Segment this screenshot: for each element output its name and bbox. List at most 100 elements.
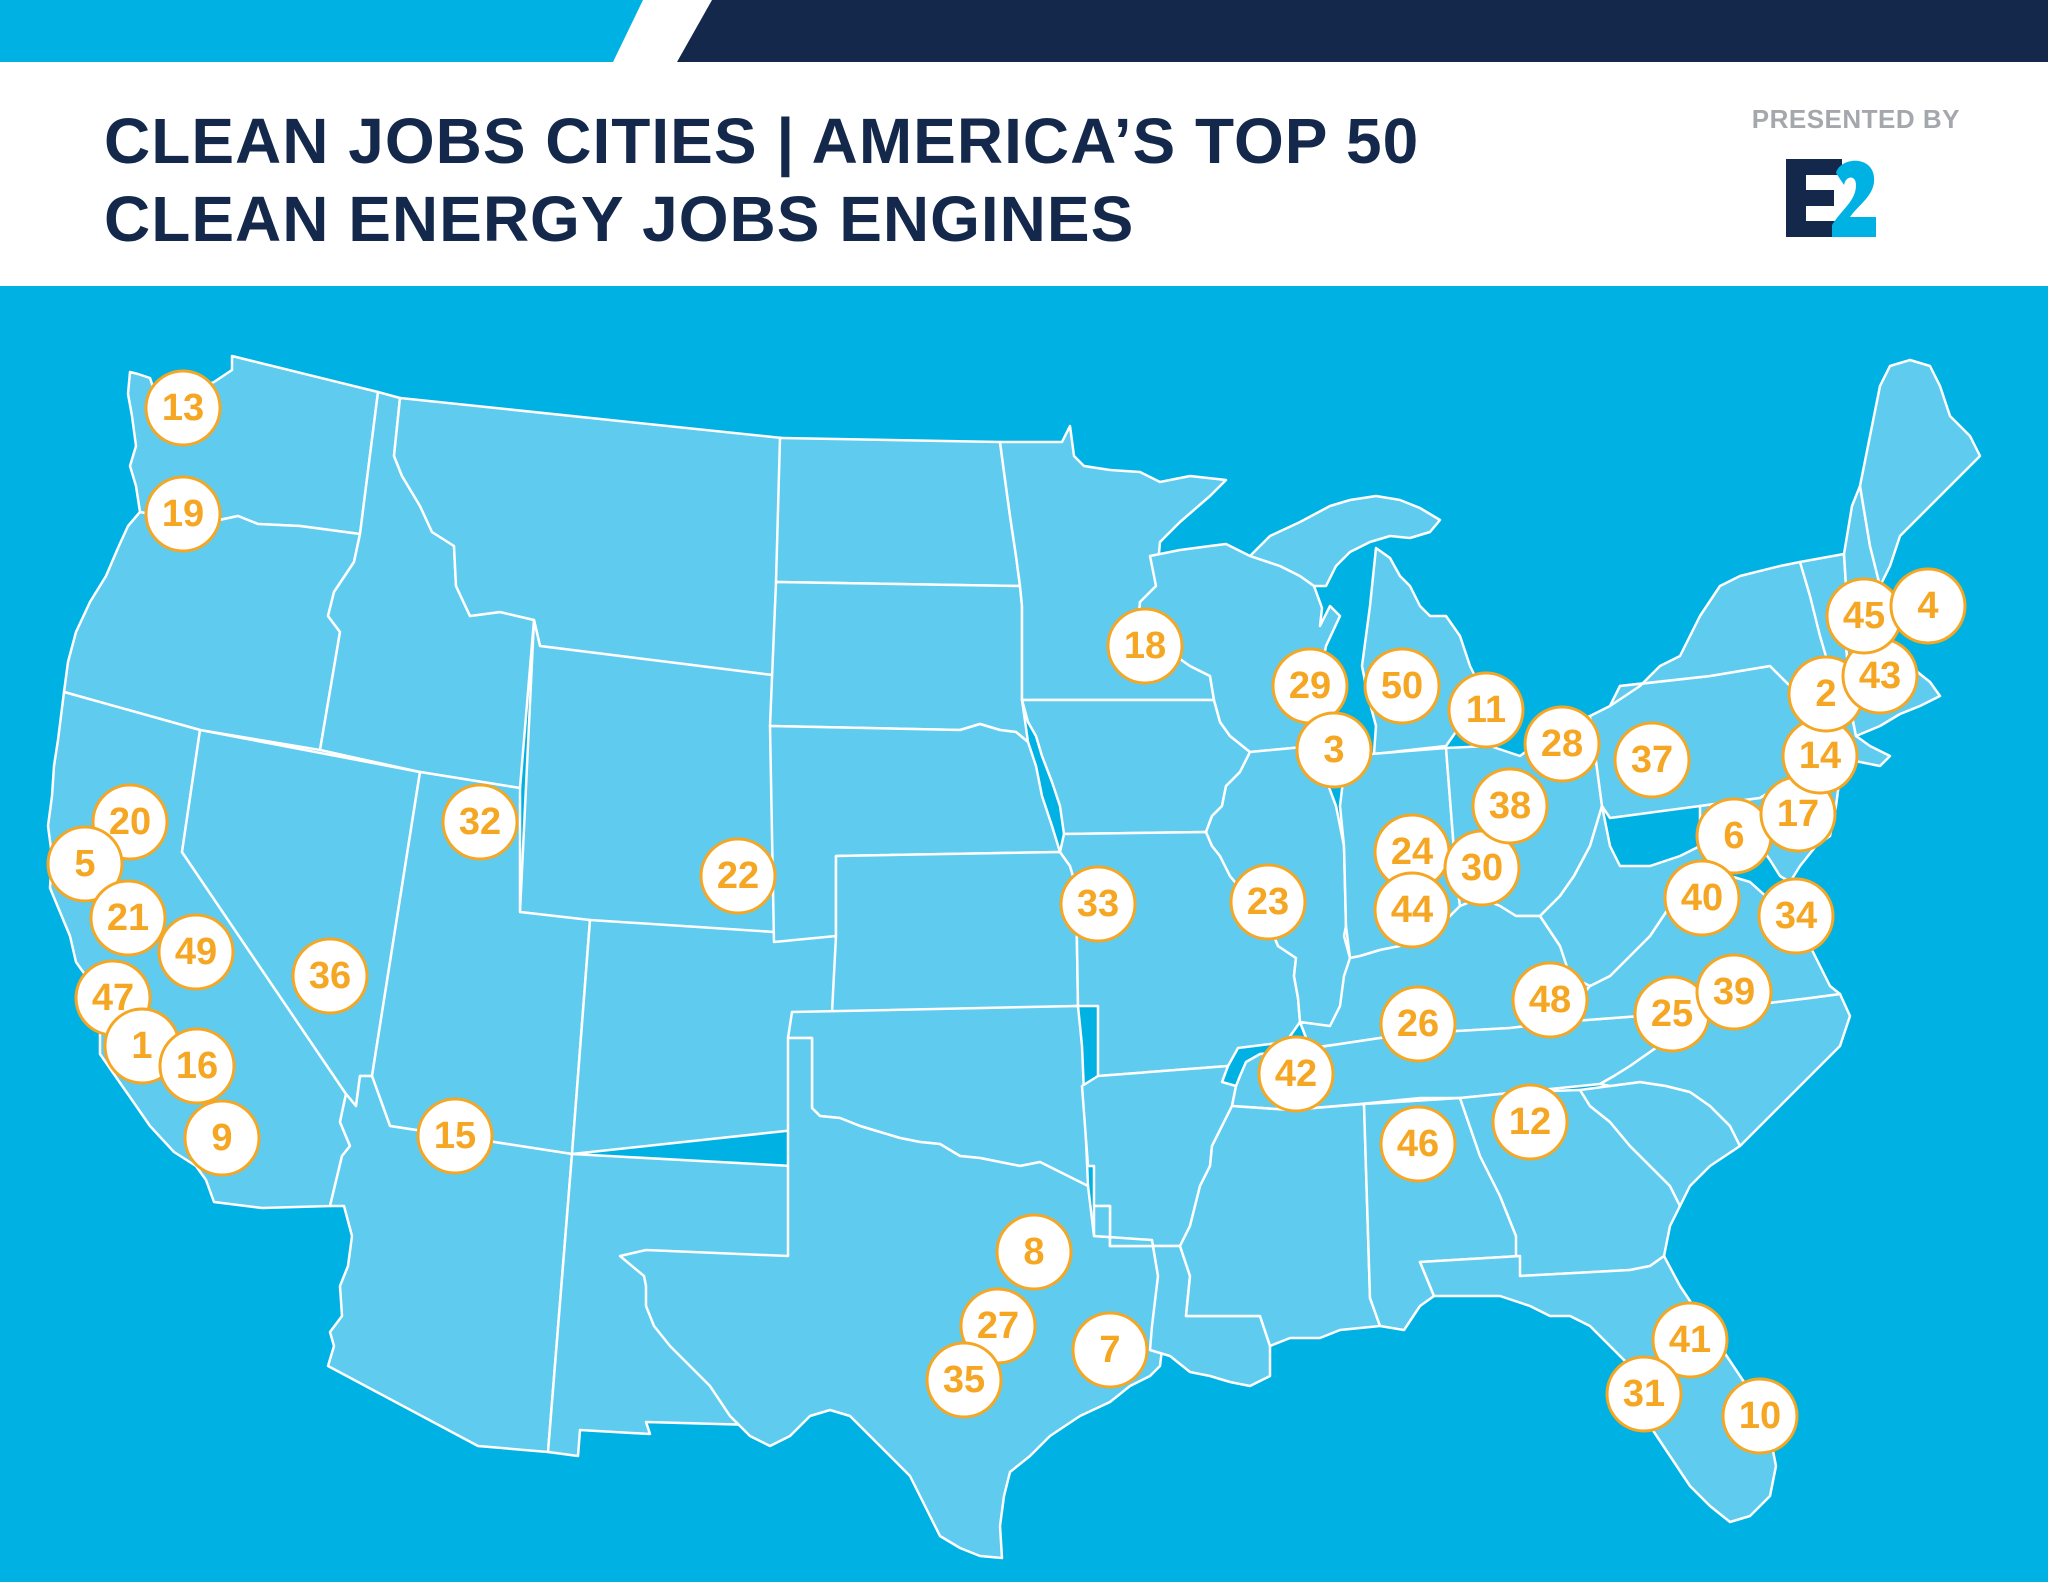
city-rank-label: 31 xyxy=(1623,1373,1665,1415)
city-marker-circle xyxy=(1379,1105,1457,1183)
city-rank-label: 7 xyxy=(1099,1329,1120,1371)
city-rank-label: 29 xyxy=(1289,665,1331,707)
city-marker-44: 44 xyxy=(1373,871,1451,949)
state-arizona xyxy=(326,1074,574,1454)
city-rank-label: 23 xyxy=(1247,881,1289,923)
city-rank-label: 49 xyxy=(175,931,217,973)
city-rank-label: 38 xyxy=(1489,785,1531,827)
city-rank-label: 1 xyxy=(131,1025,152,1067)
city-marker-circle xyxy=(1379,985,1457,1063)
city-rank-label: 26 xyxy=(1397,1003,1439,1045)
city-rank-label: 22 xyxy=(717,855,759,897)
city-marker-8: 8 xyxy=(995,1213,1073,1291)
city-marker-circle xyxy=(291,937,369,1015)
city-marker-circle xyxy=(995,1213,1073,1291)
city-marker-45: 45 xyxy=(1825,577,1903,655)
city-rank-label: 32 xyxy=(459,801,501,843)
city-marker-circle xyxy=(1511,961,1589,1039)
state-michigan-upper xyxy=(1248,494,1442,588)
city-marker-46: 46 xyxy=(1379,1105,1457,1183)
city-marker-35: 35 xyxy=(925,1341,1003,1419)
city-marker-circle xyxy=(1613,721,1691,799)
city-marker-42: 42 xyxy=(1257,1035,1335,1113)
city-rank-label: 34 xyxy=(1775,895,1817,937)
header-stripe-dark xyxy=(677,0,2048,62)
city-marker-circle xyxy=(1295,711,1373,789)
city-marker-50: 50 xyxy=(1363,647,1441,725)
map-area: 13 19 20 5 21 49 47 1 16 9 36 32 22 15 18 33 8 27 35 7 29 50 3… xyxy=(0,286,2048,1582)
city-marker-11: 11 xyxy=(1447,671,1525,749)
title-line-2: CLEAN ENERGY JOBS ENGINES xyxy=(104,183,1135,255)
city-marker-19: 19 xyxy=(144,475,222,553)
city-rank-label: 3 xyxy=(1323,729,1344,771)
state-texas xyxy=(618,1036,1168,1560)
city-marker-7: 7 xyxy=(1071,1311,1149,1389)
city-rank-label: 19 xyxy=(162,493,204,535)
city-marker-3: 3 xyxy=(1295,711,1373,789)
state-north-dakota xyxy=(774,436,1022,588)
city-rank-label: 43 xyxy=(1859,655,1901,697)
city-marker-circle xyxy=(1695,953,1773,1031)
city-marker-circle xyxy=(1373,871,1451,949)
city-marker-43: 43 xyxy=(1841,637,1919,715)
city-marker-circle xyxy=(144,475,222,553)
state-kansas xyxy=(830,850,1080,1014)
city-marker-circle xyxy=(1523,705,1601,783)
city-rank-label: 12 xyxy=(1509,1101,1551,1143)
city-marker-49: 49 xyxy=(157,913,235,991)
city-marker-4: 4 xyxy=(1889,567,1967,645)
city-rank-label: 16 xyxy=(176,1045,218,1087)
city-rank-label: 44 xyxy=(1391,889,1433,931)
city-rank-label: 9 xyxy=(211,1117,232,1159)
city-marker-29: 29 xyxy=(1271,647,1349,725)
city-marker-25: 25 xyxy=(1633,975,1711,1053)
city-marker-circle xyxy=(1447,671,1525,749)
city-marker-13: 13 xyxy=(144,369,222,447)
city-marker-circle xyxy=(1071,1311,1149,1389)
city-rank-label: 17 xyxy=(1777,793,1819,835)
city-rank-label: 18 xyxy=(1124,625,1166,667)
city-marker-26: 26 xyxy=(1379,985,1457,1063)
city-marker-circle xyxy=(183,1099,261,1177)
city-marker-41: 41 xyxy=(1651,1301,1729,1379)
city-marker-39: 39 xyxy=(1695,953,1773,1031)
city-marker-circle xyxy=(1363,647,1441,725)
city-marker-circle xyxy=(1757,877,1835,955)
city-marker-circle xyxy=(1605,1355,1683,1433)
city-rank-label: 46 xyxy=(1397,1123,1439,1165)
city-rank-label: 4 xyxy=(1917,585,1938,627)
city-marker-circle xyxy=(157,913,235,991)
city-marker-circle xyxy=(158,1027,236,1105)
city-rank-label: 8 xyxy=(1023,1231,1044,1273)
city-rank-label: 25 xyxy=(1651,993,1693,1035)
state-south-dakota xyxy=(768,580,1030,744)
city-marker-37: 37 xyxy=(1613,721,1691,799)
city-rank-label: 24 xyxy=(1391,831,1433,873)
city-rank-label: 36 xyxy=(309,955,351,997)
city-marker-23: 23 xyxy=(1229,863,1307,941)
city-marker-16: 16 xyxy=(158,1027,236,1105)
city-rank-label: 11 xyxy=(1466,689,1506,731)
city-rank-label: 27 xyxy=(977,1305,1019,1347)
header-stripe-light xyxy=(0,0,643,62)
city-marker-32: 32 xyxy=(441,783,519,861)
header: CLEAN JOBS CITIES | AMERICA’S TOP 50 CLE… xyxy=(0,0,2048,286)
city-marker-circle xyxy=(441,783,519,861)
e2-logo xyxy=(1786,159,1876,237)
city-marker-circle xyxy=(1106,607,1184,685)
city-marker-10: 10 xyxy=(1721,1377,1799,1455)
city-marker-31: 31 xyxy=(1605,1355,1683,1433)
city-marker-34: 34 xyxy=(1757,877,1835,955)
city-marker-27: 27 xyxy=(959,1287,1037,1365)
title-line-1: CLEAN JOBS CITIES | AMERICA’S TOP 50 xyxy=(104,105,1420,177)
city-rank-label: 13 xyxy=(162,387,204,429)
city-rank-label: 35 xyxy=(943,1359,985,1401)
city-rank-label: 37 xyxy=(1631,739,1673,781)
city-rank-label: 30 xyxy=(1461,847,1503,889)
city-marker-5: 5 xyxy=(46,825,124,903)
city-marker-circle xyxy=(1651,1301,1729,1379)
city-rank-label: 6 xyxy=(1723,815,1744,857)
city-marker-circle xyxy=(925,1341,1003,1419)
state-maine xyxy=(1858,358,1982,588)
city-marker-circle xyxy=(1721,1377,1799,1455)
